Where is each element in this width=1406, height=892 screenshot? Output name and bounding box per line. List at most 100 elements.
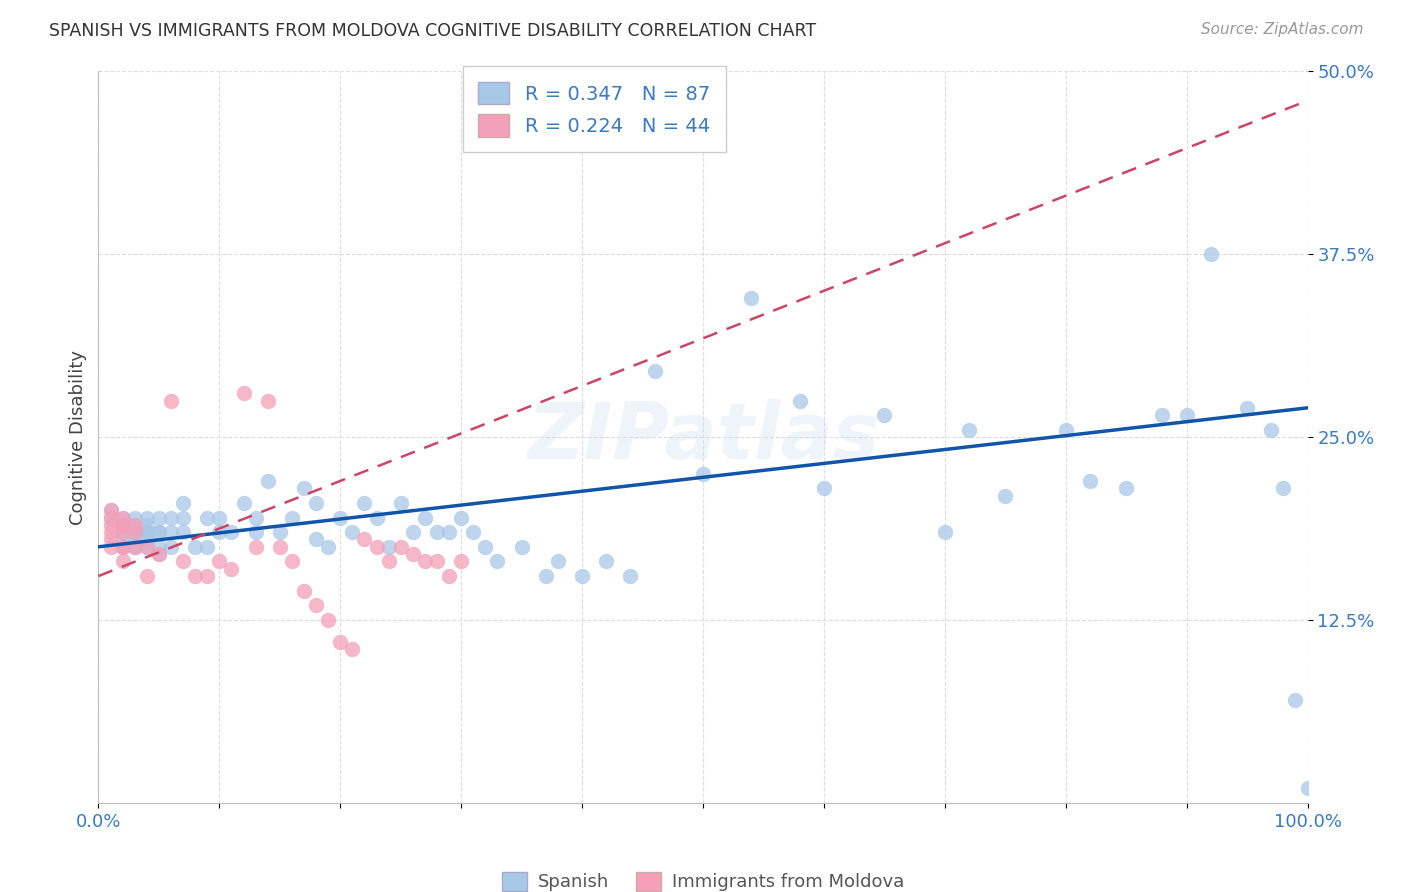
Point xyxy=(1296,781,1319,796)
Point xyxy=(135,517,157,532)
Point xyxy=(256,393,278,408)
Point xyxy=(740,291,762,305)
Point xyxy=(366,510,388,524)
Point xyxy=(124,517,146,532)
Point xyxy=(957,423,980,437)
Point xyxy=(389,540,412,554)
Point xyxy=(353,533,375,547)
Point xyxy=(111,525,134,540)
Point xyxy=(377,554,399,568)
Point xyxy=(172,496,194,510)
Point xyxy=(256,474,278,488)
Point xyxy=(124,510,146,524)
Point xyxy=(195,569,218,583)
Point xyxy=(1260,423,1282,437)
Point xyxy=(437,525,460,540)
Point xyxy=(426,554,449,568)
Point xyxy=(342,525,364,540)
Point xyxy=(111,540,134,554)
Point xyxy=(148,547,170,561)
Point xyxy=(124,540,146,554)
Point xyxy=(135,569,157,583)
Point xyxy=(305,599,328,613)
Point xyxy=(1175,408,1198,422)
Point xyxy=(413,554,436,568)
Point xyxy=(172,554,194,568)
Point xyxy=(292,481,315,495)
Point xyxy=(160,540,183,554)
Point xyxy=(184,540,207,554)
Point xyxy=(413,510,436,524)
Point xyxy=(463,525,485,540)
Point xyxy=(124,533,146,547)
Point xyxy=(1054,423,1077,437)
Point xyxy=(1272,481,1295,495)
Point xyxy=(534,569,557,583)
Point xyxy=(1115,481,1137,495)
Point xyxy=(281,554,304,568)
Point xyxy=(111,540,134,554)
Point xyxy=(873,408,896,422)
Point xyxy=(135,525,157,540)
Point xyxy=(124,525,146,540)
Point xyxy=(474,540,496,554)
Point xyxy=(135,525,157,540)
Point xyxy=(148,510,170,524)
Point xyxy=(100,540,122,554)
Point xyxy=(124,540,146,554)
Point xyxy=(1152,408,1174,422)
Point xyxy=(547,554,569,568)
Point xyxy=(111,510,134,524)
Point xyxy=(426,525,449,540)
Point xyxy=(184,569,207,583)
Point xyxy=(135,533,157,547)
Point xyxy=(208,510,231,524)
Point xyxy=(111,533,134,547)
Point xyxy=(292,583,315,598)
Point xyxy=(1078,474,1101,488)
Point xyxy=(342,642,364,657)
Text: ZIPatlas: ZIPatlas xyxy=(527,399,879,475)
Point xyxy=(111,554,134,568)
Point xyxy=(245,510,267,524)
Point xyxy=(1199,247,1222,261)
Point xyxy=(402,525,425,540)
Point xyxy=(111,517,134,532)
Point xyxy=(316,540,339,554)
Point xyxy=(100,510,122,524)
Point xyxy=(124,540,146,554)
Point xyxy=(305,496,328,510)
Point xyxy=(450,554,472,568)
Point xyxy=(111,525,134,540)
Point xyxy=(366,540,388,554)
Point xyxy=(148,525,170,540)
Point xyxy=(510,540,533,554)
Point xyxy=(124,525,146,540)
Point xyxy=(450,510,472,524)
Point xyxy=(934,525,956,540)
Point xyxy=(281,510,304,524)
Point xyxy=(245,540,267,554)
Point xyxy=(148,525,170,540)
Point xyxy=(269,540,291,554)
Point xyxy=(172,525,194,540)
Point xyxy=(100,533,122,547)
Point xyxy=(353,496,375,510)
Point xyxy=(100,503,122,517)
Point xyxy=(124,517,146,532)
Point xyxy=(389,496,412,510)
Point xyxy=(172,510,194,524)
Point xyxy=(1284,693,1306,707)
Point xyxy=(208,525,231,540)
Point xyxy=(595,554,617,568)
Point xyxy=(111,517,134,532)
Point xyxy=(813,481,835,495)
Point xyxy=(160,525,183,540)
Point xyxy=(316,613,339,627)
Point xyxy=(160,393,183,408)
Y-axis label: Cognitive Disability: Cognitive Disability xyxy=(69,350,87,524)
Point xyxy=(402,547,425,561)
Point xyxy=(571,569,593,583)
Point xyxy=(329,635,352,649)
Point xyxy=(377,540,399,554)
